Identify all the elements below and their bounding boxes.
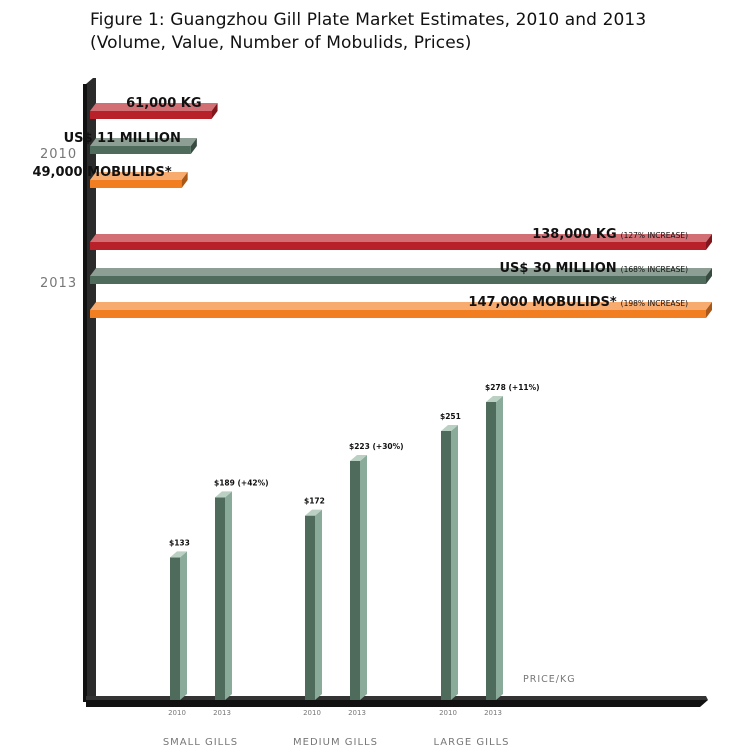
vbar-small-gills-2010-label: $133 <box>169 538 190 547</box>
vbar-small-gills-2013-side <box>225 491 232 700</box>
vbar-small-gills-2010-top <box>170 551 187 558</box>
vbar-medium-gills-2010-label: $172 <box>304 497 325 506</box>
hbar-value-2010-end <box>190 138 197 154</box>
hbar-mobulids-2013-end <box>706 302 712 318</box>
tick-year-small-gills-2013: 2013 <box>213 709 231 717</box>
hbar-mobulids-2010-top <box>90 172 188 180</box>
vbar-small-gills-2013 <box>215 497 225 700</box>
group-label-small-gills: SMALL GILLS <box>163 737 238 748</box>
vbar-large-gills-2013-top <box>486 396 503 402</box>
vbar-small-gills-2013-top <box>215 491 232 498</box>
hbar-volume-2013-end <box>706 234 712 250</box>
hbar-value-2013-end <box>706 268 712 284</box>
hbar-value-2010 <box>90 146 191 154</box>
y-axis <box>83 84 87 702</box>
hbar-mobulids-2010-end <box>181 172 188 188</box>
vbar-medium-gills-2013-label: $223 (+30%) <box>349 442 404 451</box>
vbar-small-gills-2010 <box>170 557 180 700</box>
tick-year-small-gills-2010: 2010 <box>168 709 186 717</box>
hbar-volume-2013 <box>90 242 706 250</box>
hbar-value-2013-label: US$ 30 MILLION <box>499 261 616 276</box>
hbar-volume-2010-top <box>90 103 218 111</box>
hbar-value-2010-top <box>90 138 197 146</box>
hbar-value-2010-label: US$ 11 MILLION <box>64 131 181 146</box>
vbar-large-gills-2010 <box>441 430 451 700</box>
hbar-volume-2013-note: (127% INCREASE) <box>621 231 688 240</box>
vbar-medium-gills-2013 <box>350 460 360 700</box>
hbar-value-2013-top <box>90 268 712 276</box>
chart-title-line-1: Figure 1: Guangzhou Gill Plate Market Es… <box>90 10 647 30</box>
hbar-value-2013-note: (168% INCREASE) <box>621 265 688 274</box>
vbar-medium-gills-2013-top <box>350 454 367 461</box>
vbar-large-gills-2010-top <box>441 424 458 431</box>
hbar-mobulids-2013 <box>90 310 706 318</box>
year-label-2010: 2010 <box>40 147 77 162</box>
vbar-medium-gills-2013-side <box>360 454 367 700</box>
hbar-mobulids-2010-label: 49,000 MOBULIDS* <box>32 165 171 180</box>
hbar-value-2013 <box>90 276 706 284</box>
hbar-volume-2013-top <box>90 234 712 242</box>
vbar-large-gills-2010-side <box>451 424 458 700</box>
group-label-large-gills: LARGE GILLS <box>433 737 509 748</box>
y-axis-label-price: PRICE/KG <box>523 674 576 685</box>
vbar-medium-gills-2010-top <box>305 509 322 516</box>
vbar-large-gills-2013-label: $278 (+11%) <box>485 383 540 392</box>
group-label-medium-gills: MEDIUM GILLS <box>293 737 378 748</box>
tick-year-large-gills-2013: 2013 <box>484 709 502 717</box>
chart-title: Figure 1: Guangzhou Gill Plate Market Es… <box>90 9 730 55</box>
tick-year-medium-gills-2013: 2013 <box>348 709 366 717</box>
chart-title-line-2: (Volume, Value, Number of Mobulids, Pric… <box>90 33 472 53</box>
hbar-volume-2010-label: 61,000 KG <box>126 96 201 111</box>
vbar-medium-gills-2010 <box>305 515 315 700</box>
x-axis <box>86 700 708 707</box>
vbar-medium-gills-2010-side <box>315 509 322 700</box>
x-axis-top <box>86 696 708 700</box>
y-axis-side <box>86 78 96 702</box>
year-label-2013: 2013 <box>40 276 77 291</box>
hbar-mobulids-2013-top <box>90 302 712 310</box>
vbar-small-gills-2013-label: $189 (+42%) <box>214 478 269 487</box>
hbar-mobulids-2010 <box>90 180 182 188</box>
vbar-large-gills-2010-label: $251 <box>440 412 461 421</box>
vbar-large-gills-2013 <box>486 402 496 700</box>
vbar-small-gills-2010-side <box>180 551 187 700</box>
hbar-volume-2010-end <box>211 103 218 119</box>
hbar-volume-2013-label: 138,000 KG <box>532 227 616 242</box>
vbar-large-gills-2013-side <box>496 396 503 700</box>
hbar-mobulids-2013-note: (198% INCREASE) <box>621 299 688 308</box>
hbar-mobulids-2013-label: 147,000 MOBULIDS* <box>468 295 616 310</box>
tick-year-medium-gills-2010: 2010 <box>303 709 321 717</box>
hbar-volume-2010 <box>90 111 212 119</box>
tick-year-large-gills-2010: 2010 <box>439 709 457 717</box>
